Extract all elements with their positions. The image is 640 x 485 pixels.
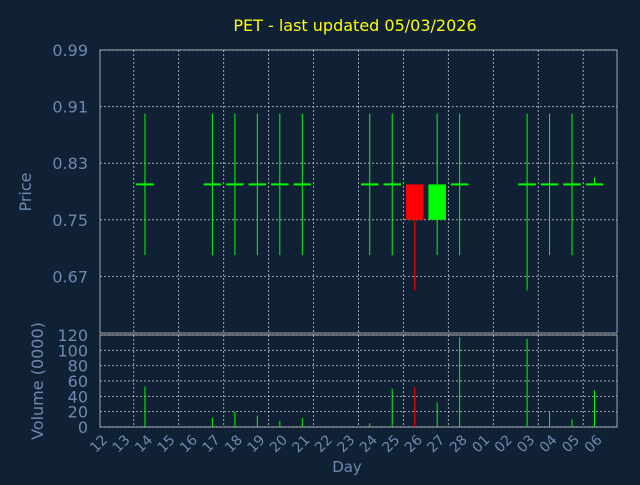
volume-tick-label: 20: [68, 403, 88, 422]
chart-title: PET - last updated 05/03/2026: [233, 16, 476, 35]
day-tick-label: 27: [424, 432, 448, 456]
volume-tick-label: 100: [57, 341, 88, 360]
day-tick-label: 02: [492, 432, 516, 456]
day-tick-label: 04: [537, 432, 561, 456]
volume-tick-label: 60: [68, 372, 88, 391]
day-tick-label: 22: [312, 432, 336, 456]
day-tick-label: 14: [132, 432, 156, 456]
price-axis-label: Price: [16, 172, 35, 211]
day-tick-label: 25: [379, 432, 403, 456]
price-tick-label: 0.75: [52, 211, 88, 230]
volume-tick-label: 80: [68, 357, 88, 376]
day-tick-label: 03: [514, 432, 538, 456]
day-tick-label: 23: [334, 432, 358, 456]
day-tick-label: 18: [222, 432, 246, 456]
volume-tick-label: 120: [57, 326, 88, 345]
candle-body: [405, 184, 424, 220]
price-tick-label: 0.91: [52, 98, 88, 117]
day-tick-label: 12: [87, 432, 111, 456]
day-tick-label: 13: [110, 432, 134, 456]
candle-body: [428, 184, 446, 220]
day-tick-label: 01: [469, 432, 493, 456]
day-labels: 1213141516171819202122232425262728010203…: [87, 432, 605, 456]
price-tick-label: 0.83: [52, 154, 88, 173]
day-tick-label: 19: [245, 432, 269, 456]
day-tick-label: 05: [559, 432, 583, 456]
day-tick-label: 06: [582, 432, 606, 456]
price-tick-label: 0.99: [52, 41, 88, 60]
volume-grid: [99, 334, 618, 428]
day-tick-label: 28: [447, 432, 471, 456]
volume-bars: [144, 337, 596, 427]
day-tick-label: 20: [267, 432, 291, 456]
volume-tick-label: 0: [78, 418, 88, 437]
day-tick-label: 21: [290, 432, 314, 456]
price-grid: [99, 49, 618, 334]
price-tick-label: 0.67: [52, 267, 88, 286]
day-tick-label: 15: [155, 432, 179, 456]
price-axis: 0.99 0.91 0.83 0.75 0.67: [52, 41, 88, 286]
price-candles: [136, 113, 604, 291]
day-axis-label: Day: [332, 458, 362, 476]
day-tick-label: 24: [357, 432, 381, 456]
day-tick-label: 17: [200, 432, 224, 456]
volume-axis-label: Volume (0000): [28, 322, 47, 440]
day-tick-label: 26: [402, 432, 426, 456]
day-tick-label: 16: [177, 432, 201, 456]
volume-tick-label: 40: [68, 387, 88, 406]
